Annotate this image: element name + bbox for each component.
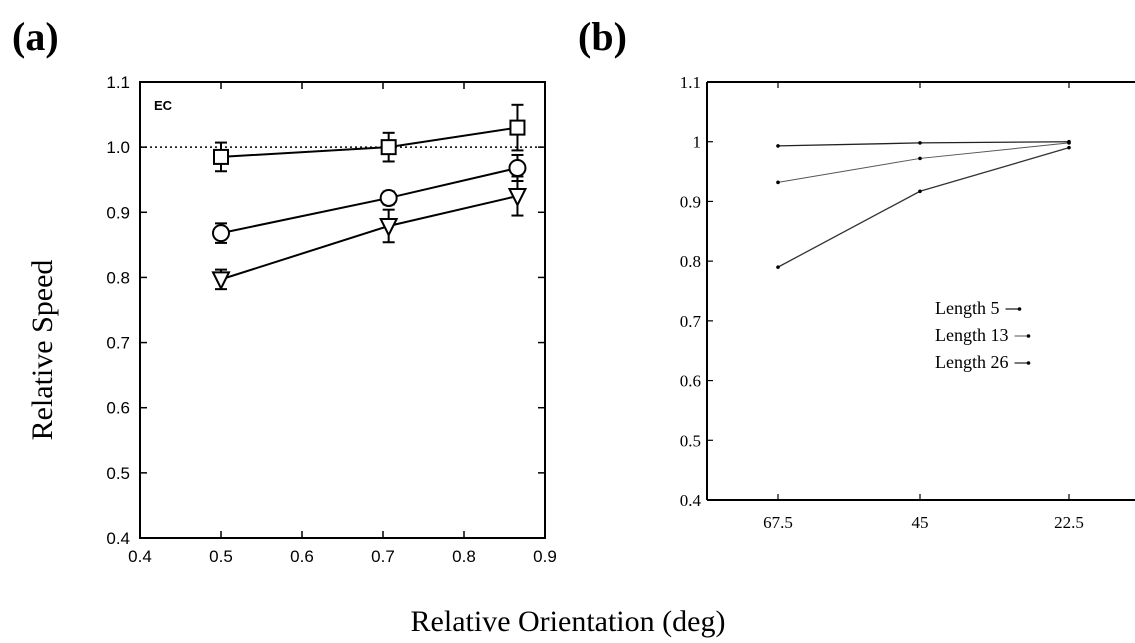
panel-a-series-line <box>220 195 518 281</box>
panel-a-y-tick-label: 0.9 <box>106 203 130 222</box>
panel-a-circle-marker <box>508 158 527 177</box>
panel-a-y-tick-label: 0.7 <box>106 334 130 353</box>
panel-b-legend-point <box>1026 334 1031 338</box>
panel-b-legend-point <box>1017 307 1022 311</box>
panel-b-y-tick-label: 0.7 <box>680 312 702 331</box>
panel-a-square-marker <box>380 139 397 156</box>
panel-a-x-tick-label: 0.7 <box>371 547 395 566</box>
x-axis-label: Relative Orientation (deg) <box>411 605 726 638</box>
panel-a-series-line <box>220 167 518 235</box>
panel-b-x-tick-label: 45 <box>912 513 929 532</box>
panel-a-x-tick-label: 0.9 <box>533 547 557 566</box>
panel-b-y-tick-label: 0.4 <box>680 491 702 510</box>
panel-b-point <box>918 189 922 194</box>
panel-a-letter: (a) <box>12 14 59 59</box>
panel-b-point <box>776 265 780 269</box>
panel-b-point <box>776 180 780 185</box>
panel-a-x-tick-label: 0.8 <box>452 547 476 566</box>
panel-b-legend-point <box>1026 361 1031 365</box>
panel-b-letter: (b) <box>578 14 627 59</box>
panel-a-x-tick-label: 0.5 <box>209 547 233 566</box>
panel-b-point <box>918 141 922 145</box>
panel-a-y-tick-label: 0.8 <box>106 268 130 287</box>
panel-b-point <box>776 144 780 148</box>
panel-a-frame <box>139 81 546 539</box>
panel-b-series-line <box>777 142 1070 183</box>
panel-a-chart: 0.4 0.5 0.6 0.7 0.8 0.9 0.4 0.5 0.6 0.7 0.8 0.9 1.0 1… <box>106 73 556 566</box>
panel-a-circle-marker <box>379 188 398 207</box>
panel-b-legend-label: Length 26 <box>935 352 1009 372</box>
panel-a-y-tick-label: 1.0 <box>106 138 130 157</box>
panel-b-y-tick-label: 1 <box>693 133 702 152</box>
panel-a-annotation: EC <box>154 98 173 113</box>
panel-a-series-line <box>220 126 518 158</box>
panel-b-point <box>1067 141 1071 145</box>
panel-b-series-line <box>777 147 1070 268</box>
panel-a-y-tick-label: 0.5 <box>106 464 130 483</box>
panel-b-y-tick-label: 0.5 <box>680 431 701 450</box>
panel-a-x-tick-label: 0.4 <box>128 547 152 566</box>
panel-b-chart: 0.4 0.5 0.6 0.7 0.8 0.9 1 1.1 67.5 45 22.5 Length 5… <box>680 73 1135 532</box>
panel-b-legend-label: Length 13 <box>935 325 1009 345</box>
panel-a-x-tick-label: 0.6 <box>290 547 314 566</box>
panel-b-y-tick-label: 1.1 <box>680 73 701 92</box>
panel-a-triangle-marker <box>507 188 528 208</box>
panel-b-y-tick-label: 0.9 <box>680 192 701 211</box>
panel-a-y-tick-label: 0.4 <box>106 529 130 548</box>
panel-b-y-tick-label: 0.6 <box>680 372 701 391</box>
panel-a-square-marker <box>213 148 229 165</box>
panel-b-point <box>918 156 922 161</box>
panel-b-y-tick-label: 0.8 <box>680 252 701 271</box>
panel-a-circle-marker <box>212 224 230 243</box>
panel-b-x-tick-label: 67.5 <box>763 513 793 532</box>
y-axis-label: Relative Speed <box>26 260 59 441</box>
panel-a-y-tick-label: 1.1 <box>106 73 130 92</box>
panel-a-square-marker <box>509 119 526 136</box>
panel-b-point <box>1067 145 1071 150</box>
panel-b-x-tick-label: 22.5 <box>1054 513 1084 532</box>
panel-b-legend-label: Length 5 <box>935 298 1000 318</box>
panel-a-triangle-marker <box>379 217 399 238</box>
panel-a-triangle-marker <box>211 271 231 291</box>
panel-b-series-line <box>777 141 1070 147</box>
panel-a-y-tick-label: 0.6 <box>106 399 130 418</box>
